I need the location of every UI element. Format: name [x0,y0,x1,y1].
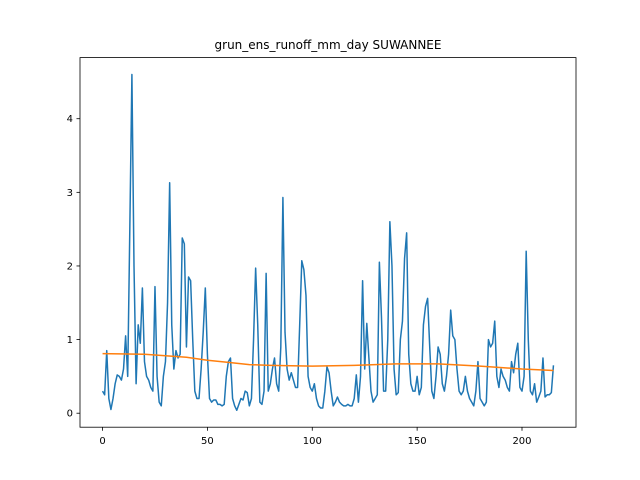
chart-title: grun_ens_runoff_mm_day SUWANNEE [215,38,442,52]
x-tick-label: 150 [408,436,427,447]
x-tick-label: 100 [303,436,322,447]
y-tick-label: 0 [67,409,73,420]
x-tick-label: 0 [99,436,105,447]
y-tick-label: 3 [67,188,73,199]
y-tick-label: 1 [67,335,73,346]
x-tick-label: 200 [512,436,531,447]
data-line [102,352,554,372]
y-tick-label: 2 [67,261,73,272]
y-tick-label: 4 [67,114,73,125]
plot-frame [79,57,577,428]
x-tick-label: 50 [201,436,214,447]
